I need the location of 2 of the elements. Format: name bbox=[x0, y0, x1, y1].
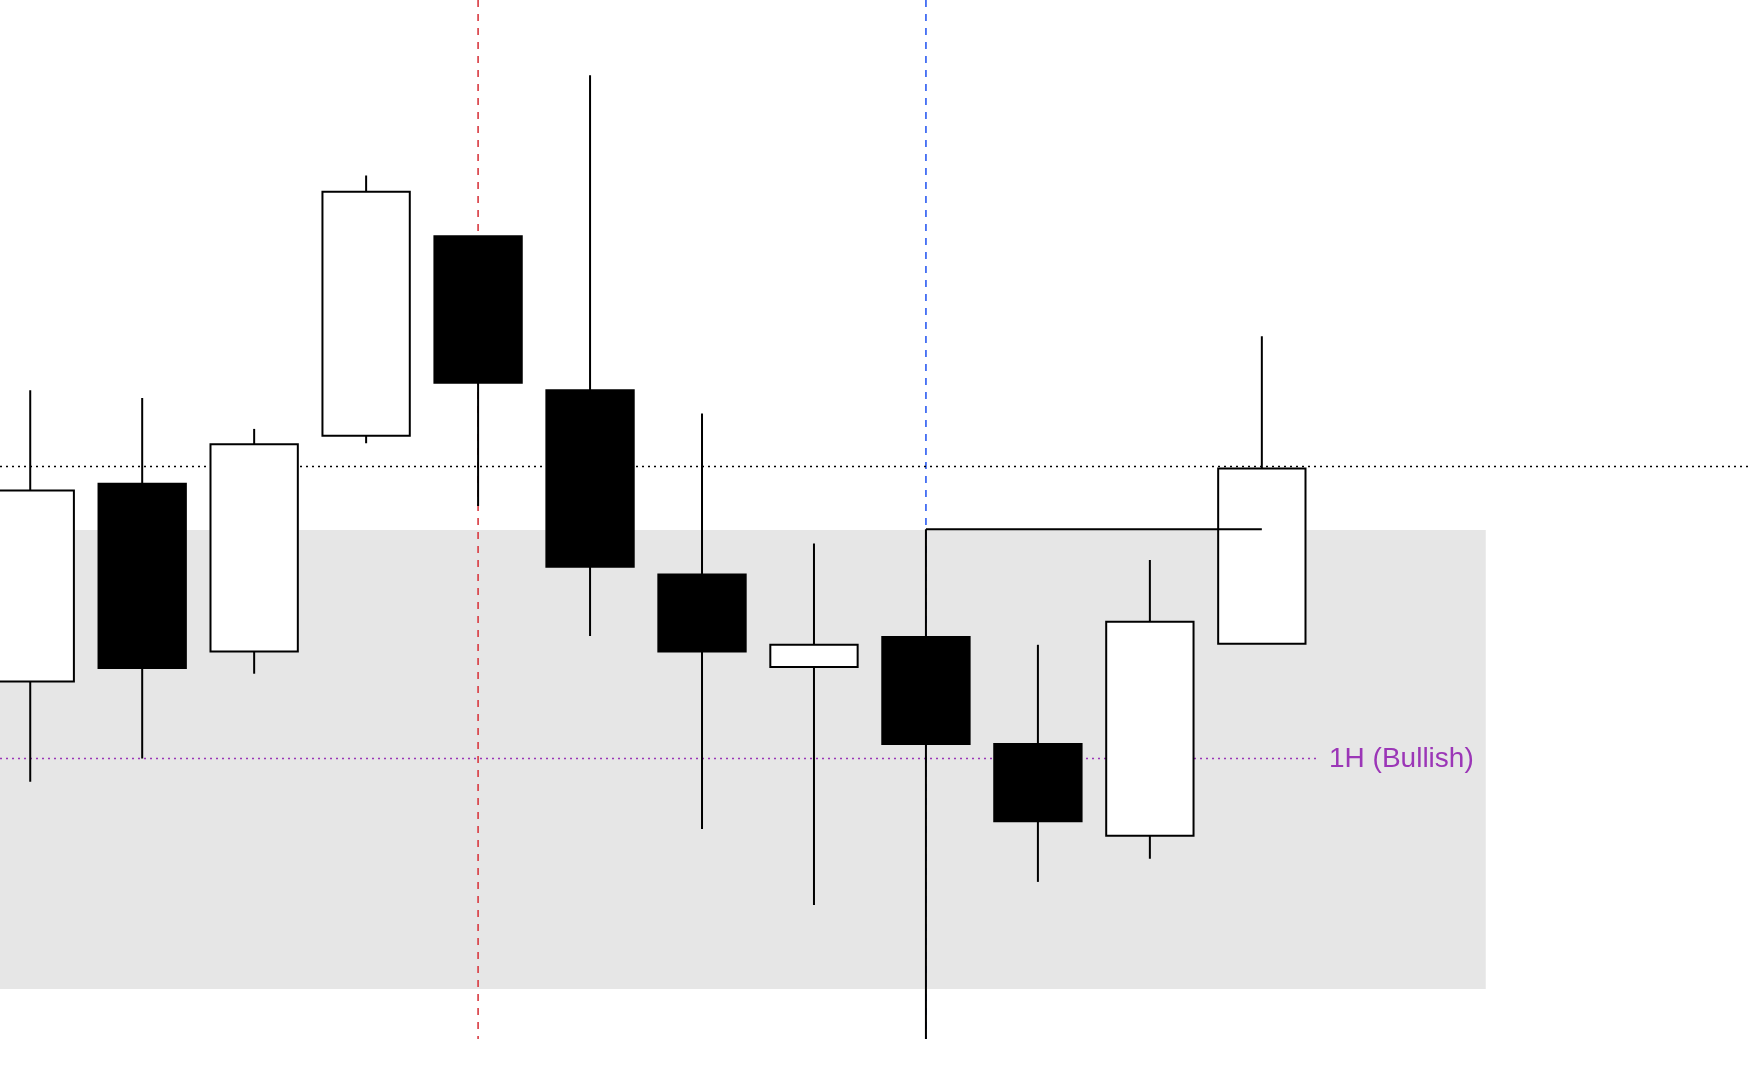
ref-line-label: 1H (Bullish) bbox=[1329, 741, 1474, 773]
candlestick bbox=[769, 542, 859, 907]
